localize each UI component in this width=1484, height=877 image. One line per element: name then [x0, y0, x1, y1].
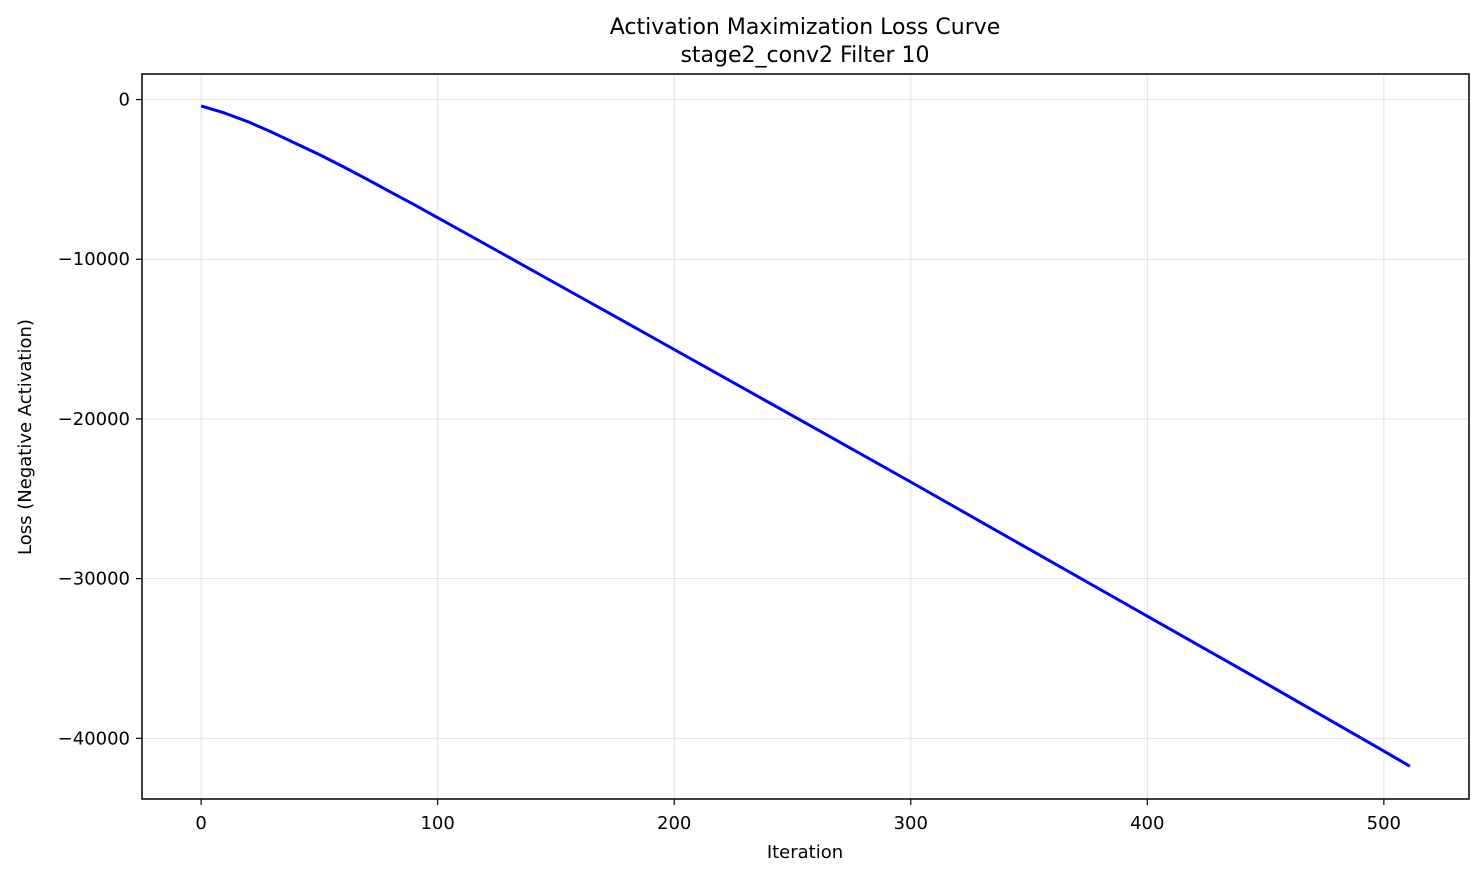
x-tick-label: 400: [1130, 813, 1164, 834]
y-tick-label: −20000: [58, 409, 130, 430]
grid-lines: [142, 74, 1469, 799]
chart-title: Activation Maximization Loss Curve: [610, 15, 1001, 40]
y-tick-label: −40000: [58, 728, 130, 749]
x-tick-label: 100: [420, 813, 454, 834]
x-axis-label: Iteration: [767, 842, 843, 863]
x-axis-ticks: 0 100 200 300 400 500: [195, 799, 1401, 834]
x-tick-label: 0: [195, 813, 206, 834]
series-layer: [200, 104, 1411, 768]
x-tick-label: 500: [1367, 813, 1401, 834]
y-tick-label: 0: [119, 90, 130, 111]
x-tick-label: 200: [657, 813, 691, 834]
y-tick-label: −10000: [58, 249, 130, 270]
x-tick-label: 300: [894, 813, 928, 834]
y-axis-label: Loss (Negative Activation): [15, 319, 36, 555]
y-tick-label: −30000: [58, 569, 130, 590]
y-axis-ticks: 0 −10000 −20000 −30000 −40000: [58, 90, 142, 749]
plot-frame: [141, 73, 1470, 800]
chart-subtitle: stage2_conv2 Filter 10: [680, 43, 929, 68]
loss-series-line: [200, 104, 1411, 768]
